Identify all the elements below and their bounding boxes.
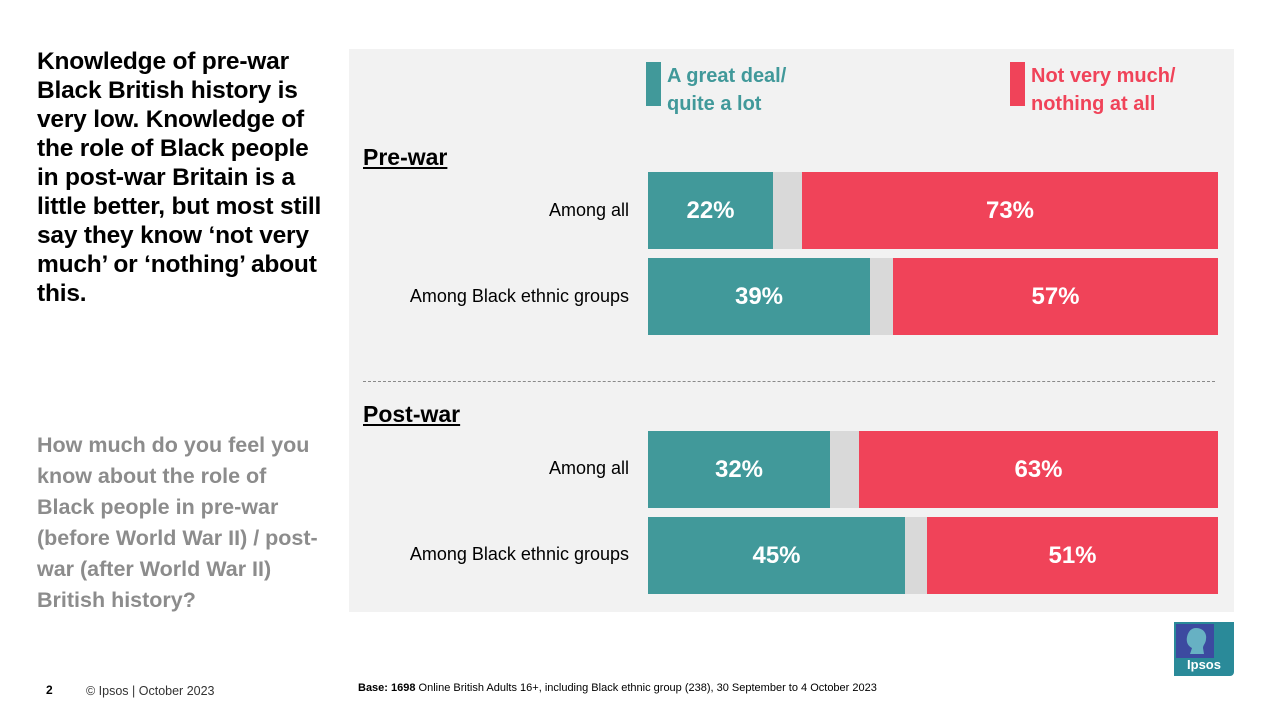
bar-segment-neutral <box>870 258 893 335</box>
bar-row-post-war-all: 32% 63% <box>648 431 1218 508</box>
legend-not-much-line2: nothing at all <box>1031 93 1156 115</box>
bar-row-pre-war-black: 39% 57% <box>648 258 1218 335</box>
bar-segment-great-deal: 39% <box>648 258 870 335</box>
row-label-post-war-black: Among Black ethnic groups <box>409 544 629 564</box>
bar-segment-not-much: 51% <box>927 517 1218 594</box>
bar-value-label: 63% <box>1014 455 1063 483</box>
bar-value-label: 51% <box>1048 541 1097 569</box>
bar-value-label: 32% <box>714 455 764 483</box>
bar-segment-neutral <box>830 431 859 508</box>
bar-row-post-war-black: 45% 51% <box>648 517 1218 594</box>
survey-question: How much do you feel you know about the … <box>37 433 318 612</box>
row-label-pre-war-all: Among all <box>548 200 629 220</box>
base-note: Base: 1698 Online British Adults 16+, in… <box>358 682 877 694</box>
ipsos-logo: Ipsos <box>1174 622 1234 676</box>
bar-segment-great-deal: 45% <box>648 517 905 594</box>
bar-segment-great-deal: 22% <box>648 172 773 249</box>
legend-not-much-line1: Not very much/ <box>1031 65 1176 87</box>
bar-value-label: 22% <box>686 196 735 224</box>
row-label-pre-war-black: Among Black ethnic groups <box>409 286 629 306</box>
bar-value-label: 57% <box>1031 282 1080 310</box>
legend-not-much: Not very much/ nothing at all <box>1010 62 1175 118</box>
legend-great-deal: A great deal/ quite a lot <box>646 62 786 118</box>
legend-great-deal-line2: quite a lot <box>667 93 762 115</box>
bar-segment-neutral <box>905 517 927 594</box>
bar-segment-great-deal: 32% <box>648 431 830 508</box>
logo-text: Ipsos <box>1187 657 1221 672</box>
legend-swatch-great-deal <box>646 62 661 106</box>
bar-value-label: 45% <box>752 541 801 569</box>
bar-segment-not-much: 57% <box>893 258 1218 335</box>
copyright: © Ipsos | October 2023 <box>86 684 215 698</box>
headline: Knowledge of pre-war Black British histo… <box>37 48 322 307</box>
bar-segment-neutral <box>773 172 802 249</box>
legend-swatch-not-much <box>1010 62 1025 106</box>
bar-segment-not-much: 63% <box>859 431 1218 508</box>
bar-value-label: 73% <box>985 196 1035 224</box>
logo-silhouette-icon <box>1176 624 1214 658</box>
page-number: 2 <box>46 683 53 697</box>
base-note-bold: Base: 1698 <box>358 682 416 694</box>
row-label-post-war-all: Among all <box>548 458 629 478</box>
section-divider <box>363 381 1215 382</box>
section-title-post-war: Post-war <box>363 401 461 427</box>
legend-great-deal-line1: A great deal/ <box>667 65 787 87</box>
bar-segment-not-much: 73% <box>802 172 1218 249</box>
base-note-text: Online British Adults 16+, including Bla… <box>415 682 877 694</box>
bar-row-pre-war-all: 22% 73% <box>648 172 1218 249</box>
bar-value-label: 39% <box>734 282 784 310</box>
section-title-pre-war: Pre-war <box>363 144 448 170</box>
